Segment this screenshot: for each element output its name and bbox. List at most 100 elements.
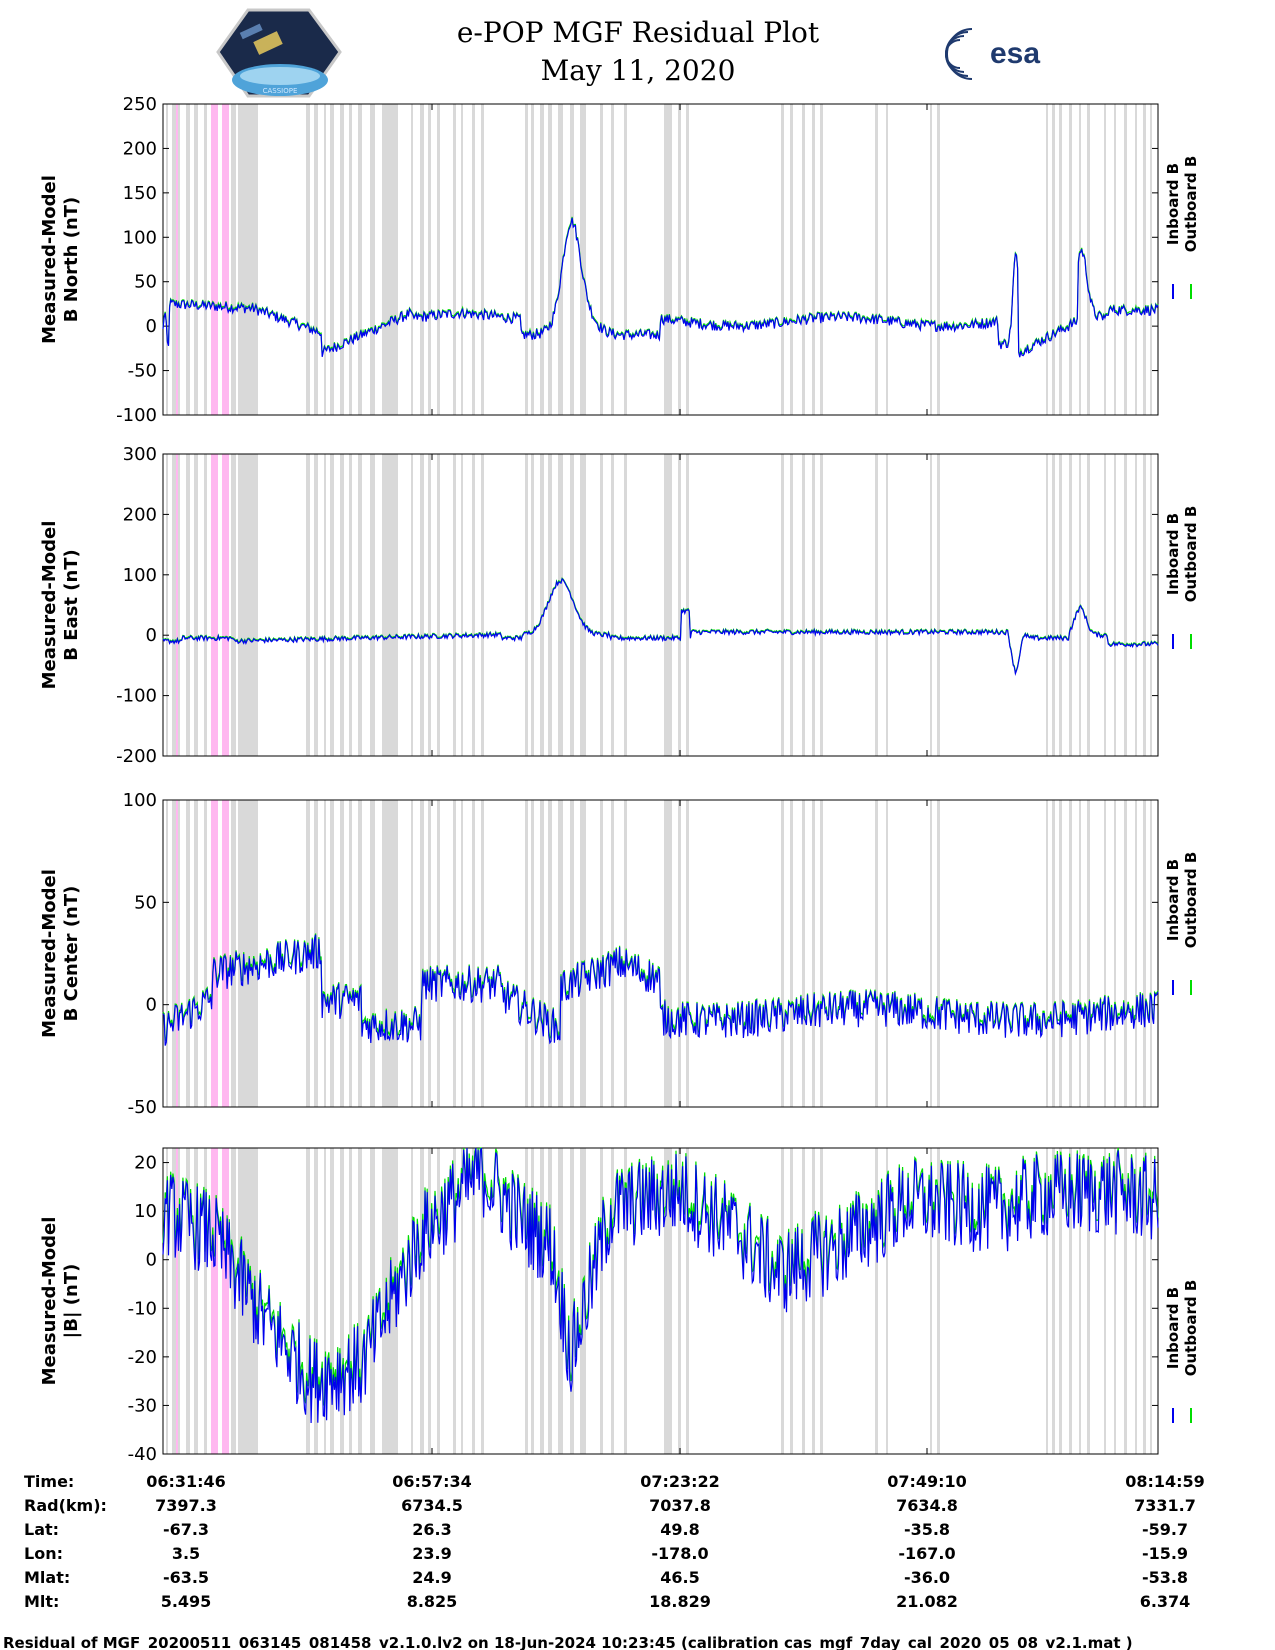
info-value: 21.082 — [896, 1592, 958, 1611]
y-tick-label: -100 — [116, 686, 157, 707]
info-value: -15.9 — [1142, 1544, 1188, 1563]
gap-band — [580, 454, 586, 756]
gap-band — [930, 1148, 932, 1454]
gap-band — [600, 454, 603, 756]
gap-band — [600, 104, 603, 415]
gap-band — [540, 454, 544, 756]
gap-band — [531, 454, 534, 756]
legend-inboard-label: Inboard B — [1164, 513, 1182, 595]
y-tick-label: 300 — [123, 444, 157, 465]
legend: Inboard B Outboard B — [1164, 852, 1200, 995]
gap-band — [875, 800, 878, 1107]
info-value: -35.8 — [904, 1520, 950, 1539]
gap-band — [231, 454, 236, 756]
gap-band — [558, 800, 563, 1107]
gap-band — [314, 1148, 318, 1454]
cassiope-logo: CASSIOPE — [216, 8, 342, 98]
gap-band — [664, 1148, 672, 1454]
gap-band — [370, 104, 375, 415]
pink-gap-band — [222, 800, 229, 1107]
legend-outboard-label: Outboard B — [1182, 852, 1200, 949]
y-tick-label: -10 — [128, 1298, 157, 1319]
gap-band — [1052, 104, 1055, 415]
info-row-label: Mlt: — [24, 1592, 59, 1611]
info-value: -167.0 — [898, 1544, 955, 1563]
esa-logo-label: esa — [990, 37, 1040, 70]
gap-band — [678, 104, 681, 415]
pink-gap-band — [176, 1148, 178, 1454]
gap-band — [686, 800, 689, 1107]
y-tick-label: -40 — [128, 1444, 157, 1465]
series-outboard-b — [162, 1147, 1159, 1412]
gap-band — [238, 104, 258, 415]
gap-band — [428, 1148, 431, 1454]
gap-band — [875, 454, 878, 756]
gap-band — [1143, 104, 1146, 415]
y-tick-label: -20 — [128, 1347, 157, 1368]
gap-band — [624, 454, 627, 756]
residual-panel-1: 250 200 150 100 50 0 -50 -100 Measured-ModelB No… — [39, 94, 1200, 426]
y-tick-label: 0 — [146, 316, 157, 337]
legend-inboard-label: Inboard B — [1164, 163, 1182, 245]
gap-band — [1059, 454, 1062, 756]
gap-band — [664, 800, 672, 1107]
info-time-value: 06:31:46 — [146, 1472, 226, 1491]
gap-band — [1052, 454, 1055, 756]
gap-band — [820, 454, 823, 756]
pink-gap-band — [176, 800, 178, 1107]
info-value: 5.495 — [161, 1592, 212, 1611]
gap-band — [306, 454, 310, 756]
gap-band — [166, 1148, 168, 1454]
gap-band — [349, 454, 352, 756]
y-tick-label: 200 — [123, 138, 157, 159]
gap-band — [678, 800, 681, 1107]
gap-band — [1135, 1148, 1137, 1454]
gap-band — [461, 454, 463, 756]
gap-band — [481, 1148, 484, 1454]
gap-band — [1150, 104, 1152, 415]
gap-band — [1087, 800, 1090, 1107]
gap-band — [306, 104, 310, 415]
gap-band — [238, 454, 258, 756]
gap-band — [453, 104, 456, 415]
info-value: 6734.5 — [401, 1496, 463, 1515]
gap-band — [525, 454, 528, 756]
gap-band — [664, 104, 672, 415]
info-time-value: 07:49:10 — [887, 1472, 967, 1491]
gap-band — [558, 454, 563, 756]
gap-band — [1069, 454, 1072, 756]
legend-outboard-label: Outboard B — [1182, 506, 1200, 603]
gap-band — [437, 454, 440, 756]
gap-band — [611, 800, 614, 1107]
residual-panel-4: 20 10 0 -10 -20 -30 -40 Measured-Model|B| (nT) I… — [39, 1147, 1200, 1465]
gap-band — [453, 800, 456, 1107]
gap-band — [1150, 1148, 1152, 1454]
gap-band — [194, 104, 198, 415]
info-row-label: Lon: — [24, 1544, 63, 1563]
gap-band — [1059, 1148, 1062, 1454]
info-value: 24.9 — [412, 1568, 451, 1587]
y-tick-label: 10 — [134, 1201, 157, 1222]
gap-band — [437, 800, 440, 1107]
gap-band — [340, 800, 344, 1107]
info-value: 23.9 — [412, 1544, 451, 1563]
residual-panel-3: 100 50 0 -50 Measured-ModelB Center (nT) Inbo… — [39, 790, 1200, 1118]
info-value: 49.8 — [660, 1520, 699, 1539]
gap-band — [937, 800, 940, 1107]
gap-band — [186, 1148, 190, 1454]
gap-band — [166, 800, 168, 1107]
pink-gap-band — [222, 454, 229, 756]
gap-band — [358, 1148, 362, 1454]
y-tick-label: -100 — [116, 405, 157, 426]
y-tick-label: 250 — [123, 94, 157, 115]
gap-band — [330, 1148, 334, 1454]
gap-band — [531, 800, 534, 1107]
footer-caption: Residual of MGF_20200511_063145_081458_v… — [3, 1634, 1133, 1650]
gap-band — [382, 104, 398, 415]
gap-band — [382, 454, 398, 756]
info-value: 7634.8 — [896, 1496, 958, 1515]
data-gap-bands — [166, 104, 1152, 415]
legend: Inboard B Outboard B — [1164, 156, 1200, 299]
gap-band — [781, 104, 784, 415]
